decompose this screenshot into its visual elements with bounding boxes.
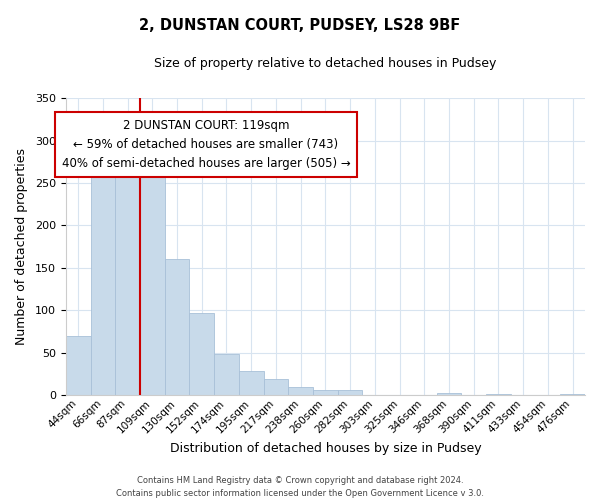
X-axis label: Distribution of detached houses by size in Pudsey: Distribution of detached houses by size … xyxy=(170,442,481,455)
Text: Contains HM Land Registry data © Crown copyright and database right 2024.
Contai: Contains HM Land Registry data © Crown c… xyxy=(116,476,484,498)
Text: 2, DUNSTAN COURT, PUDSEY, LS28 9BF: 2, DUNSTAN COURT, PUDSEY, LS28 9BF xyxy=(139,18,461,32)
Bar xyxy=(560,394,585,396)
Bar xyxy=(115,146,140,396)
Y-axis label: Number of detached properties: Number of detached properties xyxy=(15,148,28,345)
Title: Size of property relative to detached houses in Pudsey: Size of property relative to detached ho… xyxy=(154,58,497,70)
Bar xyxy=(190,313,214,396)
Text: 2 DUNSTAN COURT: 119sqm
← 59% of detached houses are smaller (743)
40% of semi-d: 2 DUNSTAN COURT: 119sqm ← 59% of detache… xyxy=(62,119,350,170)
Bar xyxy=(486,394,511,396)
Bar xyxy=(338,390,362,396)
Bar xyxy=(66,336,91,396)
Bar xyxy=(164,260,190,396)
Bar xyxy=(214,354,239,396)
Bar xyxy=(239,371,263,396)
Bar xyxy=(437,393,461,396)
Bar xyxy=(140,170,164,396)
Bar xyxy=(289,387,313,396)
Bar xyxy=(313,390,338,396)
Bar xyxy=(91,174,115,396)
Bar xyxy=(263,380,289,396)
